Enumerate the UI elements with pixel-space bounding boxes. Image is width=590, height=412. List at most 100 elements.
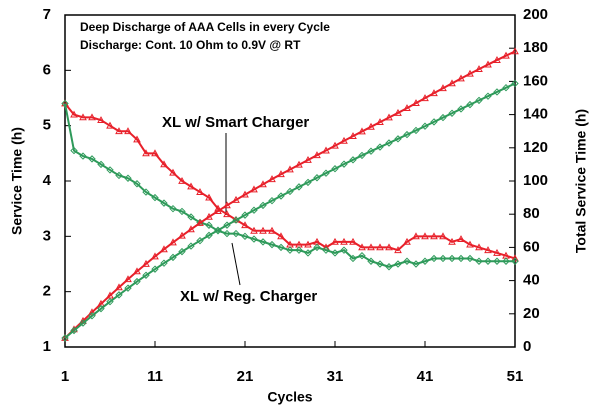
marker (367, 147, 375, 155)
marker (70, 326, 78, 335)
marker (322, 246, 330, 254)
marker (160, 245, 168, 253)
marker (475, 65, 483, 73)
y-tick-label: 5 (43, 117, 51, 134)
marker (295, 183, 303, 191)
marker (457, 74, 465, 82)
marker (142, 149, 150, 157)
marker (331, 141, 339, 149)
marker (241, 211, 249, 219)
y-tick-label: 3 (43, 227, 51, 244)
y-axis-title: Service Time (h) (9, 127, 25, 235)
marker (412, 232, 420, 240)
marker (61, 99, 69, 108)
chart-title: Deep Discharge of AAA Cells in every Cyc… (80, 20, 330, 34)
marker (412, 260, 420, 268)
marker (106, 166, 114, 174)
marker (250, 226, 258, 234)
marker (448, 254, 456, 263)
y2-tick-label: 40 (523, 272, 540, 289)
marker (502, 257, 510, 265)
marker (484, 60, 492, 68)
marker (304, 155, 312, 163)
marker (421, 94, 429, 102)
y2-tick-label: 0 (523, 338, 531, 355)
marker (466, 69, 474, 77)
marker (295, 246, 303, 254)
marker (313, 174, 321, 182)
series-label: XL w/ Smart Charger (162, 114, 309, 131)
marker (160, 199, 168, 207)
marker (448, 237, 456, 245)
marker (511, 79, 519, 88)
marker (412, 99, 420, 107)
marker (295, 160, 303, 168)
y2-tick-label: 100 (523, 172, 548, 189)
marker (448, 109, 456, 117)
x-tick-label: 21 (237, 368, 254, 385)
marker (466, 254, 474, 263)
marker (367, 257, 375, 265)
marker (502, 51, 510, 59)
marker (97, 160, 105, 169)
marker (196, 188, 204, 195)
marker (79, 113, 87, 121)
marker (412, 126, 420, 135)
marker (142, 259, 150, 267)
marker (403, 130, 411, 139)
marker (88, 155, 96, 163)
marker (241, 232, 249, 241)
marker (151, 193, 159, 202)
marker (484, 92, 492, 100)
marker (268, 240, 276, 249)
marker (457, 235, 465, 242)
y2-tick-label: 200 (523, 6, 548, 23)
marker (466, 100, 474, 109)
marker (205, 221, 213, 229)
marker (439, 254, 447, 263)
marker (223, 201, 231, 209)
y2-tick-label: 20 (523, 305, 540, 322)
marker (493, 248, 501, 256)
marker (394, 108, 402, 116)
x-tick-label: 11 (147, 368, 163, 385)
marker (259, 180, 267, 188)
y2-tick-label: 160 (523, 72, 548, 89)
marker (439, 84, 447, 92)
marker (223, 210, 231, 218)
marker (232, 229, 240, 238)
marker (169, 253, 177, 262)
marker (187, 182, 195, 190)
marker (403, 237, 411, 245)
marker (358, 243, 366, 251)
series-line (64, 102, 516, 260)
marker (304, 178, 312, 187)
marker (169, 168, 177, 176)
y-tick-label: 1 (43, 338, 51, 355)
y-tick-label: 6 (43, 61, 51, 78)
marker (205, 231, 213, 240)
marker (439, 113, 447, 122)
marker (115, 127, 123, 135)
marker (421, 122, 429, 130)
marker (376, 118, 384, 126)
marker (358, 151, 366, 160)
marker (331, 165, 339, 173)
marker (268, 226, 276, 234)
marker (313, 243, 321, 252)
marker (241, 190, 249, 198)
marker (430, 254, 438, 263)
marker (187, 225, 195, 233)
marker (367, 243, 375, 251)
series-label: XL w/ Reg. Charger (180, 288, 317, 305)
marker (394, 135, 402, 143)
marker (394, 246, 402, 254)
marker (214, 207, 222, 214)
marker (259, 201, 267, 210)
marker (430, 118, 438, 126)
marker (151, 252, 159, 260)
marker (421, 232, 429, 240)
marker (484, 246, 492, 254)
marker (70, 110, 78, 118)
